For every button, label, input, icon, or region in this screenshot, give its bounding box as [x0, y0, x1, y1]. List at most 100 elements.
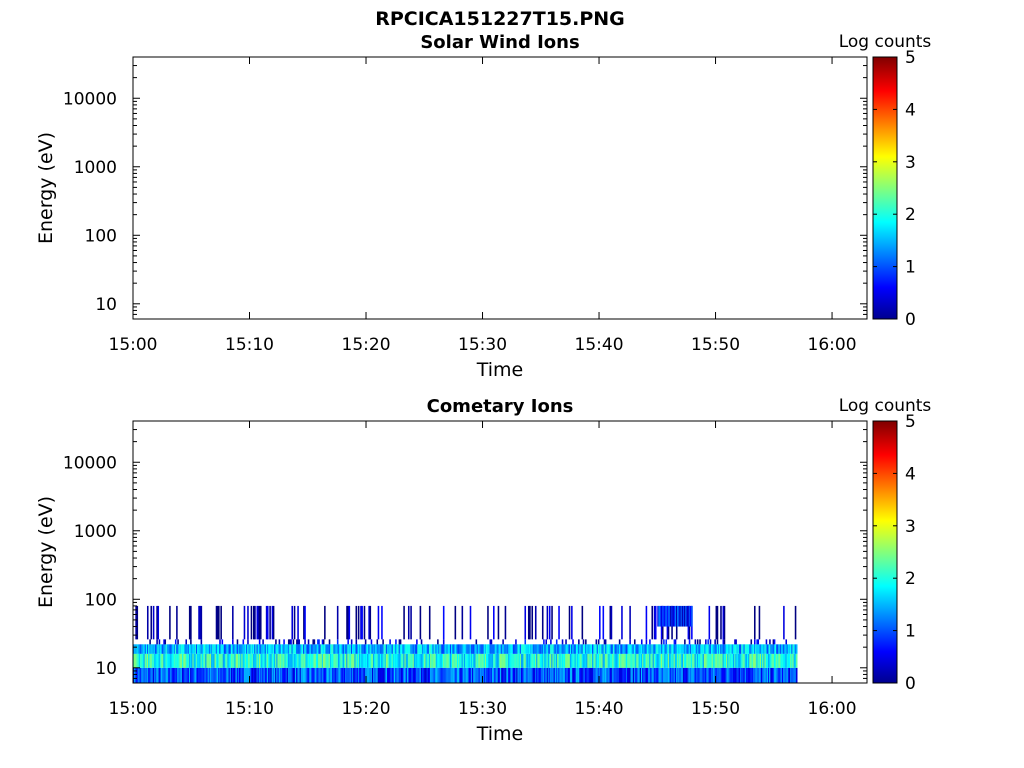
heatmap-cell: [402, 644, 404, 654]
heatmap-cell: [170, 644, 172, 654]
heatmap-cell: [438, 667, 440, 683]
heatmap-cell: [307, 644, 310, 654]
heatmap-cell: [241, 644, 243, 654]
heatmap-cell: [715, 667, 718, 683]
heatmap-cell: [587, 667, 589, 683]
heatmap-cell: [423, 667, 425, 683]
heatmap-cell: [696, 653, 699, 668]
heatmap-cell: [413, 667, 416, 683]
heatmap-cell: [202, 653, 205, 668]
heatmap-cell: [615, 644, 617, 654]
heatmap-cell: [201, 667, 204, 683]
heatmap-cell: [571, 644, 573, 654]
heatmap-cell: [621, 644, 623, 654]
heatmap-cell: [723, 644, 726, 654]
heatmap-cell: [791, 667, 793, 683]
heatmap-cell: [355, 605, 358, 640]
heatmap-cell: [664, 605, 666, 627]
heatmap-cell: [197, 667, 199, 683]
heatmap-cell: [734, 639, 736, 645]
heatmap-cell: [740, 653, 742, 668]
heatmap-cell: [663, 639, 665, 645]
heatmap-cell: [342, 644, 345, 654]
heatmap-cell: [661, 644, 664, 654]
heatmap-cell: [333, 667, 335, 683]
heatmap-cell: [659, 653, 662, 668]
heatmap-cell: [435, 644, 438, 654]
heatmap-cell: [265, 644, 268, 654]
heatmap-cell: [360, 644, 362, 654]
heatmap-cell: [359, 644, 361, 654]
heatmap-cell: [194, 667, 197, 683]
heatmap-cell: [183, 653, 185, 668]
heatmap-cell: [752, 644, 755, 654]
heatmap-cell: [284, 653, 287, 668]
heatmap-cell: [458, 653, 460, 668]
heatmap-cell: [674, 605, 677, 627]
heatmap-cell: [652, 644, 655, 654]
heatmap-cell: [628, 667, 630, 683]
heatmap-cell: [188, 644, 191, 654]
heatmap-cell: [545, 653, 548, 668]
heatmap-cell: [703, 653, 706, 668]
heatmap-cell: [389, 667, 391, 683]
heatmap-cell: [398, 639, 401, 645]
heatmap-cell: [265, 605, 268, 640]
heatmap-cell: [384, 667, 387, 683]
heatmap-cell: [658, 653, 661, 668]
heatmap-cell: [479, 644, 481, 654]
heatmap-cell: [290, 653, 292, 668]
heatmap-cell: [463, 653, 466, 668]
x-tick-label: 15:30: [458, 335, 507, 355]
heatmap-cell: [531, 605, 534, 640]
heatmap-cell: [677, 667, 679, 683]
heatmap-cell: [444, 667, 446, 683]
heatmap-cell: [482, 653, 485, 668]
heatmap-cell: [607, 653, 609, 668]
heatmap-cell: [770, 667, 772, 683]
heatmap-cell: [657, 653, 659, 668]
heatmap-cell: [495, 667, 497, 683]
heatmap-cell: [261, 653, 263, 668]
heatmap-cell: [559, 667, 561, 683]
heatmap-cell: [513, 667, 516, 683]
heatmap-cell: [327, 653, 330, 668]
heatmap-cell: [536, 653, 538, 668]
heatmap-cell: [452, 653, 454, 668]
heatmap-cell: [497, 605, 500, 640]
y-tick-label: 100: [85, 226, 117, 246]
heatmap-cell: [261, 667, 263, 683]
heatmap-cell: [198, 644, 200, 654]
heatmap-cell: [454, 653, 457, 668]
heatmap-cell: [348, 644, 351, 654]
heatmap-cell: [755, 653, 757, 668]
heatmap-cell: [345, 644, 347, 654]
heatmap-cell: [253, 667, 255, 683]
heatmap-cell: [680, 605, 683, 627]
heatmap-cell: [686, 644, 688, 654]
heatmap-cell: [673, 644, 676, 654]
heatmap-cell: [250, 605, 253, 640]
heatmap-cell: [205, 667, 207, 683]
heatmap-cell: [575, 653, 578, 668]
heatmap-cell: [561, 667, 564, 683]
y-tick-label: 10: [95, 659, 117, 679]
heatmap-cell: [181, 644, 184, 654]
heatmap-cell: [561, 639, 564, 645]
heatmap-cell: [430, 653, 432, 668]
heatmap-cell: [259, 653, 262, 668]
heatmap-cell: [795, 653, 798, 668]
heatmap-cell: [671, 644, 673, 654]
heatmap-cell: [719, 653, 721, 668]
heatmap-cell: [313, 644, 316, 654]
heatmap-cell: [642, 644, 644, 654]
heatmap-cell: [432, 653, 434, 668]
heatmap-cell: [216, 644, 219, 654]
heatmap-cell: [663, 644, 665, 654]
heatmap-cell: [508, 644, 510, 654]
heatmap-cell: [483, 667, 486, 683]
heatmap-cell: [446, 653, 448, 668]
heatmap-cell: [361, 667, 363, 683]
heatmap-cell: [603, 653, 606, 668]
heatmap-cell: [756, 644, 758, 654]
